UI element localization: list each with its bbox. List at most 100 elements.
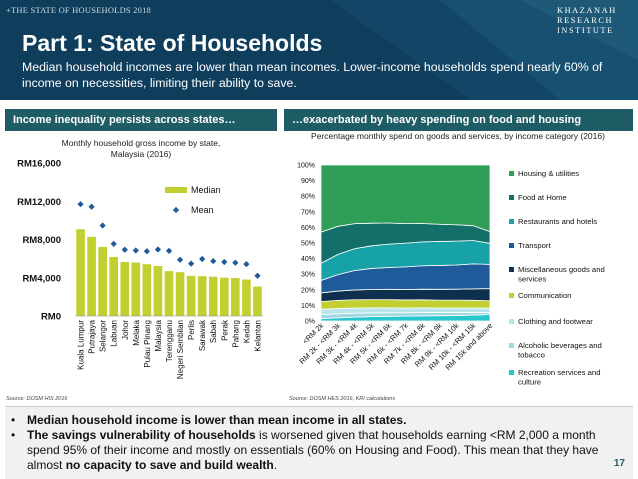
x-tick-label: Terengganu xyxy=(165,320,174,362)
y-tick-label: 70% xyxy=(301,209,315,216)
legend-swatch xyxy=(509,219,514,224)
legend-label: Recreation services and culture xyxy=(518,368,600,387)
y-tick-label: 60% xyxy=(301,225,315,232)
y-tick-label: RM8,000 xyxy=(22,235,61,246)
y-tick-label: 80% xyxy=(301,194,315,201)
logo-line: INSTITUTE xyxy=(557,26,614,35)
logo-line: RESEARCH xyxy=(557,16,614,25)
source-note-left: Source: DOSM HIS 2016 xyxy=(6,396,68,402)
mean-marker xyxy=(254,272,261,279)
median-bar xyxy=(197,276,207,316)
median-bar xyxy=(98,246,107,316)
y-tick-label: RM12,000 xyxy=(17,197,61,208)
legend-label: Housing & utilities xyxy=(518,169,579,178)
median-bar xyxy=(175,272,185,316)
area-series xyxy=(320,299,491,310)
x-tick-label: Pahang xyxy=(231,320,240,348)
y-tick-label: RM4,000 xyxy=(22,273,61,284)
median-bar xyxy=(153,266,163,316)
takeaway-text: Median household income is lower than me… xyxy=(27,413,407,427)
x-tick-label: Sabah xyxy=(209,320,218,343)
y-tick-label: 40% xyxy=(301,256,315,263)
legend-label: Clothing and footwear xyxy=(518,317,593,326)
median-bar xyxy=(231,277,240,316)
takeaway-text: . xyxy=(273,458,278,472)
median-bar xyxy=(208,276,218,316)
y-tick-label: 30% xyxy=(301,272,315,279)
mean-marker xyxy=(110,240,117,248)
median-bar xyxy=(242,279,251,316)
x-tick-label: Selangor xyxy=(99,320,108,352)
median-bar xyxy=(131,262,141,316)
x-tick-label: Perak xyxy=(220,319,229,341)
page-number: 17 xyxy=(613,458,625,469)
x-tick-label: Pulau Pinang xyxy=(143,320,152,368)
bullet-glyph: • xyxy=(11,413,16,427)
mean-marker xyxy=(188,260,195,267)
legend-swatch xyxy=(509,171,514,176)
spending-share-chart: Percentage monthly spend on goods and se… xyxy=(297,133,605,387)
logo-line: KHAZANAH xyxy=(557,6,617,15)
mean-marker xyxy=(210,257,217,265)
legend-swatch xyxy=(509,370,514,375)
takeaway-emphasis: The savings vulnerability of households xyxy=(27,428,256,442)
takeaway-list: • Median household income is lower than m… xyxy=(7,413,607,473)
x-tick-label: Sarawak xyxy=(198,319,207,351)
legend-swatch xyxy=(509,319,514,324)
source-note-right: Source: DOSM HES 2016, KRI calculations xyxy=(289,396,396,402)
median-bar xyxy=(109,256,119,316)
median-bar xyxy=(87,236,96,316)
median-bar xyxy=(120,261,130,316)
mean-marker xyxy=(232,259,239,266)
x-tick-label: Malaysia xyxy=(154,319,163,351)
median-bar xyxy=(186,275,196,316)
y-tick-label: 100% xyxy=(297,163,315,170)
median-bar xyxy=(76,229,85,316)
mean-marker xyxy=(121,246,128,253)
x-tick-label: Kelantan xyxy=(253,320,262,352)
takeaway-item: • The savings vulnerability of households… xyxy=(7,428,607,473)
legend-label: Food at Home xyxy=(518,193,567,202)
y-tick-label: 50% xyxy=(301,241,315,248)
median-bar xyxy=(142,264,152,316)
x-tick-label: Melaka xyxy=(132,319,141,345)
bullet-glyph: • xyxy=(11,428,16,442)
x-tick-label: Perlis xyxy=(187,320,196,340)
x-tick-label: Kuala Lumpur xyxy=(77,320,86,370)
legend-label: Miscellaneous goods and services xyxy=(518,265,605,284)
x-tick-label: Negeri Sembilan xyxy=(176,320,185,379)
legend-label-median: Median xyxy=(191,185,221,195)
takeaway-emphasis: no capacity to save and build wealth xyxy=(65,458,274,472)
x-tick-label: Putrajaya xyxy=(88,319,97,353)
area-series xyxy=(320,164,491,233)
mean-marker xyxy=(154,246,162,253)
header-kicker: +THE STATE OF HOUSEHOLDS 2018 xyxy=(6,5,151,15)
y-tick-label: RM16,000 xyxy=(17,159,61,170)
x-tick-label: Kedah xyxy=(242,320,251,343)
mean-marker xyxy=(199,255,206,263)
median-bar xyxy=(164,271,174,316)
legend-swatch xyxy=(509,195,514,200)
legend-label: Transport xyxy=(518,241,551,250)
y-tick-label: 90% xyxy=(301,178,315,185)
takeaway-item: • Median household income is lower than m… xyxy=(7,413,607,428)
header-background-art xyxy=(330,0,638,100)
mean-marker xyxy=(88,203,95,210)
mean-marker xyxy=(99,222,106,229)
median-bar xyxy=(219,277,229,316)
y-tick-label: 10% xyxy=(301,303,315,310)
mean-marker xyxy=(77,201,84,208)
mean-marker xyxy=(243,260,250,268)
median-bar xyxy=(253,286,262,316)
mean-marker xyxy=(221,258,228,266)
mean-marker xyxy=(165,247,173,254)
legend-label-mean: Mean xyxy=(191,205,214,215)
y-tick-label: 20% xyxy=(301,287,315,294)
legend-label: Restaurants and hotels xyxy=(518,217,597,226)
banner-spending: …exacerbated by heavy spending on food a… xyxy=(284,109,633,131)
y-tick-label: RM0 xyxy=(41,312,61,323)
header: +THE STATE OF HOUSEHOLDS 2018 Part 1: St… xyxy=(0,0,638,100)
footer-takeaways: • Median household income is lower than m… xyxy=(5,406,633,479)
income-by-state-chart: Monthly household gross income by state,… xyxy=(17,138,263,379)
chart-title: Monthly household gross income by state,… xyxy=(62,138,221,159)
